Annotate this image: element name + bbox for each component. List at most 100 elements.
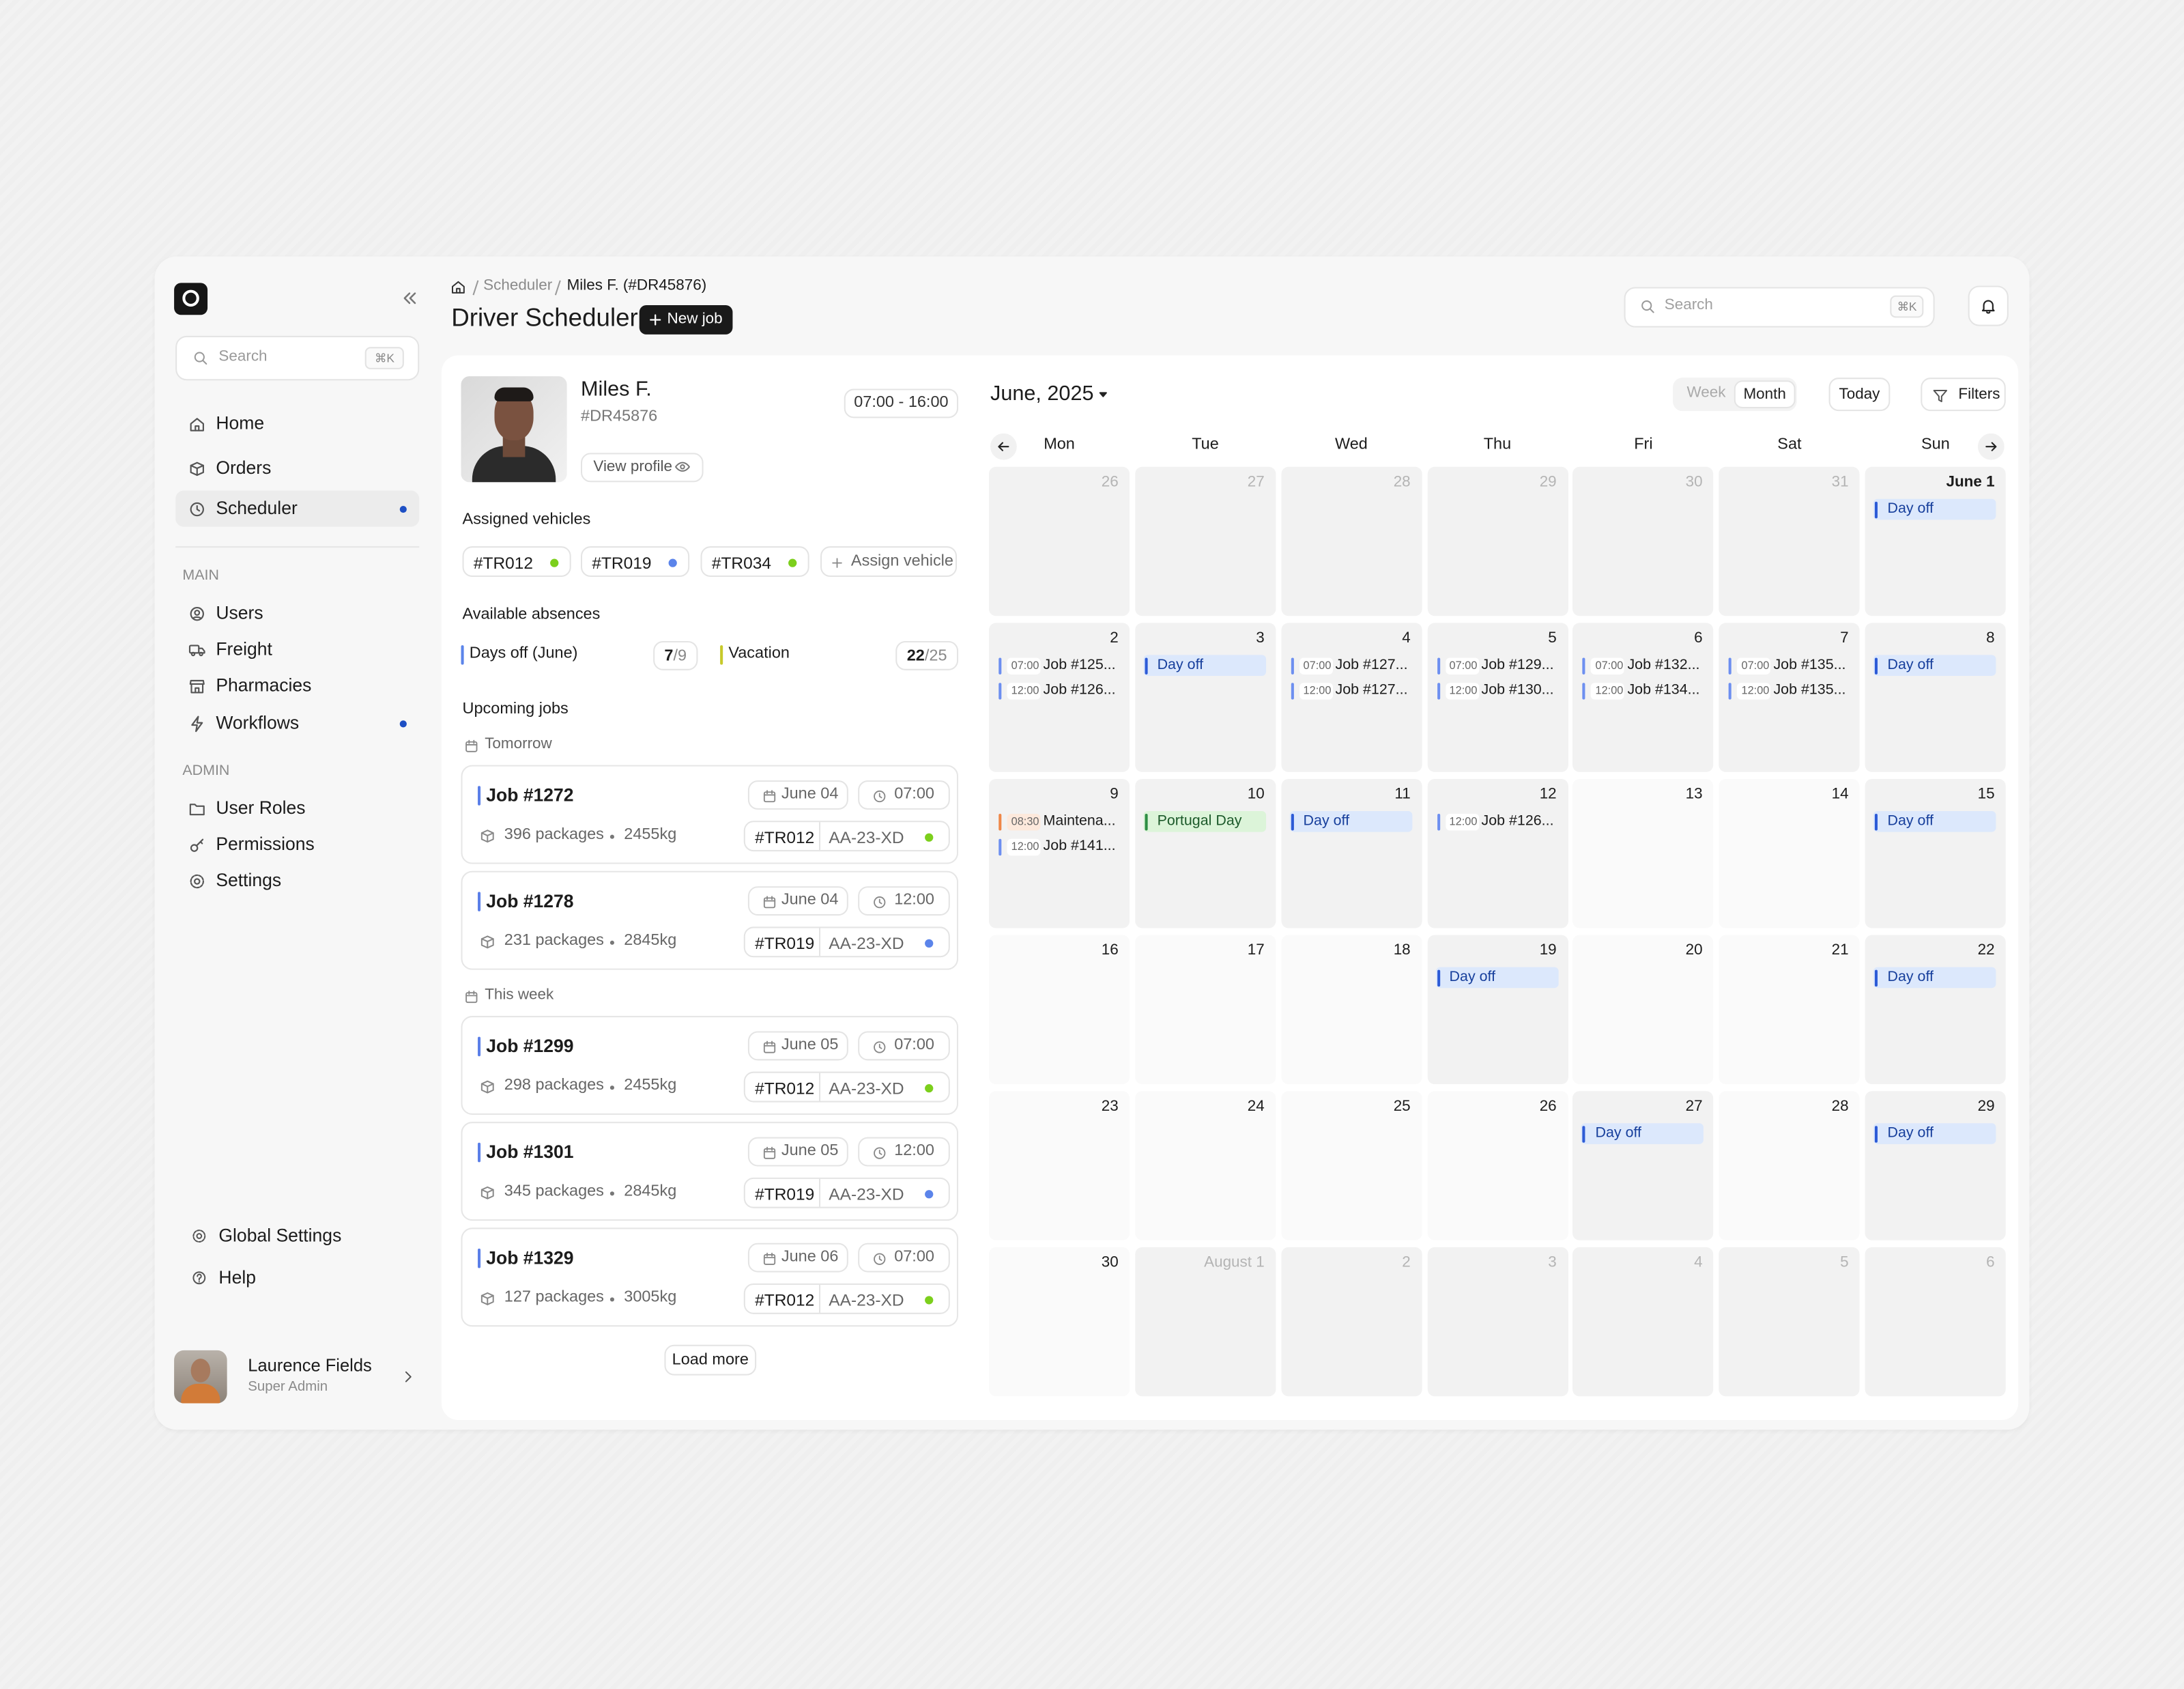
calendar-day[interactable]: 31 — [1719, 466, 1860, 616]
calendar-day[interactable]: 28 — [1280, 466, 1422, 616]
nav-item[interactable]: Orders — [216, 457, 272, 479]
calendar-day[interactable]: 7 07:00 Job #135... 12:00 Job #135... — [1719, 623, 1860, 772]
calendar-event[interactable]: 07:00 Job #125... — [997, 655, 1120, 676]
calendar-event[interactable]: 12:00 Job #126... — [1435, 811, 1558, 832]
nav-item[interactable]: Help — [218, 1266, 256, 1288]
vehicle-pill[interactable]: #TR012 — [462, 546, 571, 578]
calendar-day[interactable]: 2 07:00 Job #125... 12:00 Job #126... — [988, 623, 1130, 772]
vehicle-pill[interactable]: #TR034 — [700, 546, 809, 578]
view-option[interactable]: Month — [1734, 380, 1796, 409]
calendar-day[interactable]: 16 — [988, 935, 1130, 1085]
package-icon — [480, 935, 494, 949]
event-time: 12:00 — [1449, 683, 1478, 697]
calendar-day[interactable]: 8 Day off — [1865, 623, 2006, 772]
filters-button[interactable]: Filters — [1921, 378, 2006, 412]
calendar-day[interactable]: 6 07:00 Job #132... 12:00 Job #134... — [1572, 623, 1714, 772]
calendar-day[interactable]: 6 — [1865, 1247, 2006, 1397]
calendar-day[interactable]: 4 — [1572, 1247, 1714, 1397]
calendar-event[interactable]: 12:00 Job #126... — [997, 680, 1120, 701]
nav-item[interactable]: User Roles — [216, 797, 306, 819]
calendar-event[interactable]: 07:00 Job #135... — [1727, 655, 1850, 676]
calendar-day[interactable]: 27 Day off — [1572, 1091, 1714, 1240]
calendar-event[interactable]: Day off — [1143, 655, 1266, 676]
calendar-day[interactable]: 27 — [1134, 466, 1276, 616]
calendar-day[interactable]: 29 Day off — [1865, 1091, 2006, 1240]
calendar-day[interactable]: 10 Portugal Day — [1134, 779, 1276, 928]
calendar-event[interactable]: 12:00 Job #134... — [1581, 680, 1704, 701]
calendar-event[interactable]: Day off — [1873, 498, 1996, 520]
assign-vehicle-button[interactable]: Assign vehicle — [820, 546, 958, 578]
header-search[interactable] — [1624, 287, 1935, 328]
view-option[interactable]: Week — [1676, 380, 1737, 408]
calendar-day[interactable]: 26 — [1426, 1091, 1568, 1240]
calendar-month[interactable]: June, 2025 — [990, 381, 1094, 406]
calendar-event[interactable]: Day off — [1873, 655, 1996, 676]
calendar-event[interactable]: 08:30 Maintena... — [997, 811, 1120, 832]
job-card[interactable]: Job #1329 June 06 07:00 127 packages 3005kg #… — [461, 1227, 959, 1327]
nav-item[interactable]: Freight — [216, 638, 272, 659]
calendar-event[interactable]: 07:00 Job #132... — [1581, 655, 1704, 676]
calendar-day[interactable]: 15 Day off — [1865, 779, 2006, 928]
nav-item[interactable]: Global Settings — [218, 1225, 342, 1246]
calendar-event[interactable]: 07:00 Job #129... — [1435, 655, 1558, 676]
calendar-day[interactable]: 17 — [1134, 935, 1276, 1085]
calendar-day[interactable]: 13 — [1572, 779, 1714, 928]
today-button[interactable]: Today — [1828, 378, 1891, 412]
nav-item[interactable]: Settings — [216, 869, 282, 891]
calendar-day[interactable]: August 1 — [1134, 1247, 1276, 1397]
calendar-day[interactable]: 29 — [1426, 466, 1568, 616]
job-card[interactable]: Job #1272 June 04 07:00 396 packages 2455kg #… — [461, 765, 959, 864]
calendar-day[interactable]: 19 Day off — [1426, 935, 1568, 1085]
calendar-event[interactable]: Day off — [1289, 810, 1412, 832]
calendar-day[interactable]: 5 07:00 Job #129... 12:00 Job #130... — [1426, 623, 1568, 772]
notifications-button[interactable] — [1968, 285, 2009, 326]
calendar-day[interactable]: 14 — [1719, 779, 1860, 928]
job-card[interactable]: Job #1278 June 04 12:00 231 packages 2845kg #… — [461, 870, 959, 970]
calendar-day[interactable]: 11 Day off — [1280, 779, 1422, 928]
nav-item[interactable]: Pharmacies — [216, 674, 312, 696]
nav-item[interactable]: Users — [216, 601, 263, 623]
calendar-day[interactable]: 4 07:00 Job #127... 12:00 Job #127... — [1280, 623, 1422, 772]
calendar-day[interactable]: 25 — [1280, 1091, 1422, 1240]
calendar-day[interactable]: 3 Day off — [1134, 623, 1276, 772]
view-profile-button[interactable]: View profile — [581, 453, 704, 483]
nav-item[interactable]: Permissions — [216, 833, 315, 855]
calendar-day[interactable]: 12 12:00 Job #126... — [1426, 779, 1568, 928]
calendar-day[interactable]: June 1 Day off — [1865, 466, 2006, 616]
calendar-day[interactable]: 2 — [1280, 1247, 1422, 1397]
calendar-day[interactable]: 22 Day off — [1865, 935, 2006, 1085]
calendar-day[interactable]: 21 — [1719, 935, 1860, 1085]
icon-part — [195, 838, 203, 846]
calendar-day[interactable]: 9 08:30 Maintena... 12:00 Job #141... — [988, 779, 1130, 928]
calendar-event[interactable]: Day off — [1435, 967, 1558, 989]
breadcrumb-item[interactable]: Scheduler — [483, 277, 553, 295]
calendar-event[interactable]: Portugal Day — [1143, 810, 1266, 832]
calendar-event[interactable]: 07:00 Job #127... — [1289, 655, 1412, 676]
calendar-day[interactable]: 18 — [1280, 935, 1422, 1085]
calendar-event[interactable]: Day off — [1873, 967, 1996, 989]
calendar-day[interactable]: 26 — [988, 466, 1130, 616]
calendar-day[interactable]: 20 — [1572, 935, 1714, 1085]
calendar-day[interactable]: 30 — [988, 1247, 1130, 1397]
calendar-event[interactable]: 12:00 Job #141... — [997, 836, 1120, 857]
job-card[interactable]: Job #1299 June 05 07:00 298 packages 2455kg #… — [461, 1016, 959, 1115]
calendar-day[interactable]: 23 — [988, 1091, 1130, 1240]
nav-item[interactable]: Home — [216, 412, 265, 434]
calendar-event[interactable]: Day off — [1873, 810, 1996, 832]
job-card[interactable]: Job #1301 June 05 12:00 345 packages 2845kg #… — [461, 1122, 959, 1221]
nav-item[interactable]: Scheduler — [216, 497, 298, 519]
calendar-event[interactable]: 12:00 Job #135... — [1727, 680, 1850, 701]
calendar-day[interactable]: 3 — [1426, 1247, 1568, 1397]
calendar-day[interactable]: 28 — [1719, 1091, 1860, 1240]
calendar-day[interactable]: 5 — [1719, 1247, 1860, 1397]
vehicle-pill[interactable]: #TR019 — [581, 546, 690, 578]
calendar-event[interactable]: 12:00 Job #127... — [1289, 680, 1412, 701]
calendar-day[interactable]: 30 — [1572, 466, 1714, 616]
calendar-event[interactable]: 12:00 Job #130... — [1435, 680, 1558, 701]
calendar-day[interactable]: 24 — [1134, 1091, 1276, 1240]
load-more-button[interactable]: Load more — [664, 1344, 757, 1376]
calendar-event[interactable]: Day off — [1873, 1123, 1996, 1144]
new-job-button[interactable]: New job — [639, 305, 733, 335]
nav-item[interactable]: Workflows — [216, 711, 300, 733]
calendar-event[interactable]: Day off — [1581, 1123, 1704, 1144]
